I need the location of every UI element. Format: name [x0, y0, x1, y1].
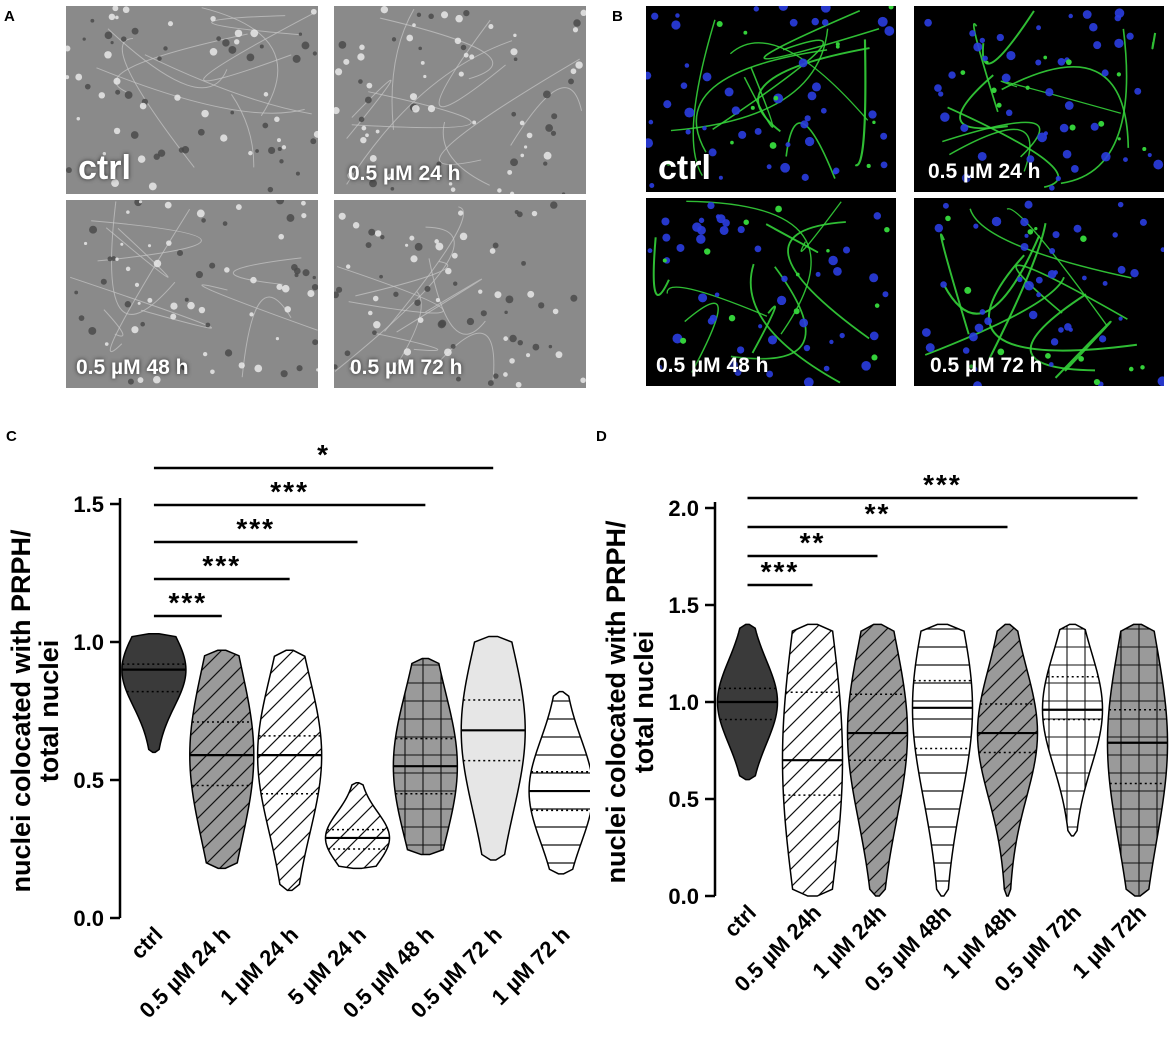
micrograph-b-05um-48h: 0.5 µM 48 h — [646, 198, 896, 386]
y-tick-label: 1.0 — [668, 690, 699, 715]
significance-label: *** — [923, 469, 962, 500]
significance-label: *** — [270, 476, 309, 507]
significance-label: ** — [865, 498, 891, 529]
y-tick-label: 0.5 — [668, 787, 699, 812]
y-tick-label: 0.0 — [668, 884, 699, 909]
violin-body — [911, 623, 974, 897]
violin-body — [121, 632, 187, 754]
fluorescence-image — [914, 6, 1164, 192]
violin-3 — [324, 782, 391, 870]
violin-6 — [1106, 623, 1169, 897]
violin-body — [528, 690, 590, 875]
violin-body — [846, 623, 909, 897]
micrograph-b-05um-24h: 0.5 µM 24 h — [914, 6, 1164, 192]
violin-body — [460, 635, 526, 861]
y-axis-title: total nuclei — [629, 631, 659, 774]
significance-label: *** — [169, 587, 208, 618]
violin-body — [256, 649, 323, 892]
image-label: 0.5 µM 24 h — [348, 162, 461, 185]
x-tick-label: ctrl — [719, 900, 761, 942]
image-label: 0.5 µM 72 h — [930, 354, 1043, 377]
violin-0 — [716, 623, 779, 781]
fluorescence-image — [914, 198, 1164, 386]
fluorescence-image — [646, 6, 896, 192]
micrograph-a-ctrl: ctrl — [66, 6, 318, 194]
image-label: 0.5 µM 48 h — [656, 354, 769, 377]
y-tick-label: 0.5 — [73, 768, 104, 793]
phase-contrast-image — [334, 200, 586, 388]
y-axis-title: nuclei colocated with PRPH/ — [601, 520, 631, 884]
violin-4 — [976, 623, 1039, 897]
violin-body — [1041, 623, 1104, 837]
significance-label: * — [317, 440, 330, 470]
panel-letter-d: D — [596, 428, 607, 445]
image-label: ctrl — [78, 149, 131, 187]
panel-letter-a: A — [4, 8, 15, 25]
violin-6 — [528, 690, 590, 875]
violin-chart-c: 0.0 0.5 1.0 1.5 nuclei colocated with PRPH/t… — [6, 440, 590, 1023]
panel-letter-b: B — [612, 8, 623, 25]
y-tick-label: 1.5 — [668, 593, 699, 618]
violin-body — [392, 657, 459, 856]
violin-body — [189, 649, 255, 870]
violin-body — [1106, 623, 1169, 897]
panel-letter-c: C — [6, 428, 17, 445]
significance-label: *** — [236, 513, 275, 544]
significance-label: *** — [202, 550, 241, 581]
violin-5 — [1041, 623, 1104, 837]
image-label: 0.5 µM 72 h — [350, 356, 463, 379]
image-label: 0.5 µM 48 h — [76, 356, 189, 379]
image-label: ctrl — [658, 149, 711, 187]
violin-1 — [781, 623, 844, 897]
micrograph-b-05um-72h: 0.5 µM 72 h — [914, 198, 1164, 386]
fluorescence-image — [646, 198, 896, 386]
phase-contrast-image — [334, 6, 586, 194]
image-label: 0.5 µM 24 h — [928, 160, 1041, 183]
y-tick-label: 2.0 — [668, 496, 699, 521]
x-tick-label: ctrl — [126, 922, 168, 964]
phase-contrast-image — [66, 6, 318, 194]
violin-0 — [121, 632, 187, 754]
violin-2 — [256, 649, 323, 892]
violin-body — [976, 623, 1039, 897]
y-tick-label: 1.0 — [73, 630, 104, 655]
violin-2 — [846, 623, 909, 897]
y-axis-title: nuclei colocated with PRPH/ — [6, 529, 36, 893]
violin-5 — [460, 635, 526, 861]
y-tick-label: 0.0 — [73, 906, 104, 931]
violin-3 — [911, 623, 974, 897]
micrograph-a-05um-72h: 0.5 µM 72 h — [334, 200, 586, 388]
phase-contrast-image — [66, 200, 318, 388]
micrograph-b-ctrl: ctrl — [646, 6, 896, 192]
significance-label: ** — [800, 527, 826, 558]
violin-4 — [392, 657, 459, 856]
violin-chart-d: 0.0 0.5 1.0 1.5 2.0 nuclei colocated with PRP… — [601, 469, 1169, 997]
significance-label: *** — [761, 556, 800, 587]
y-axis-title: total nuclei — [34, 640, 64, 783]
violin-body — [324, 782, 391, 870]
y-tick-label: 1.5 — [73, 492, 104, 517]
violin-1 — [189, 649, 255, 870]
micrograph-a-05um-48h: 0.5 µM 48 h — [66, 200, 318, 388]
micrograph-a-05um-24h: 0.5 µM 24 h — [334, 6, 586, 194]
